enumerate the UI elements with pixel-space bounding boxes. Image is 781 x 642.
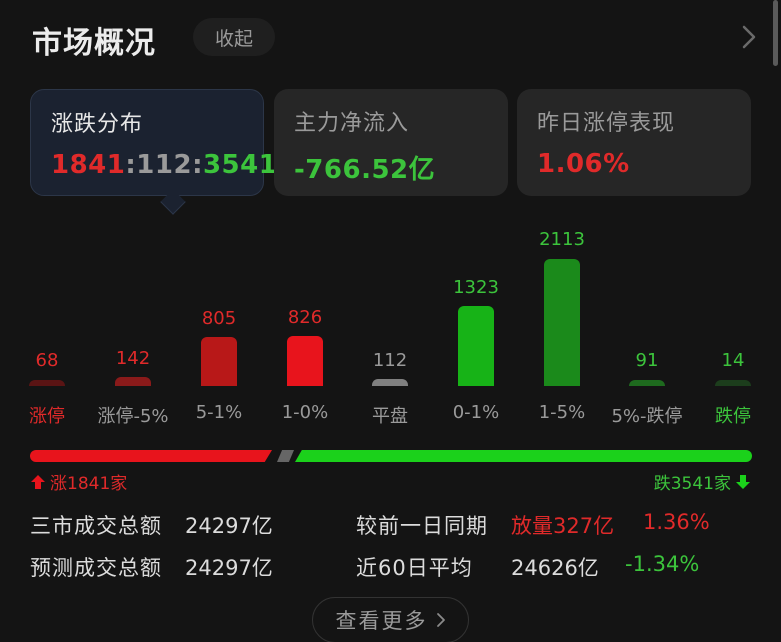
bar-label: 5-1%: [195, 402, 243, 423]
tab-main-net-inflow[interactable]: 主力净流入 -766.52亿: [274, 89, 508, 196]
tab-yesterday-limit-up[interactable]: 昨日涨停表现 1.06%: [517, 89, 751, 196]
vs-previous-day-label: 较前一日同期: [356, 514, 488, 538]
bar-label: 5%-跌停: [611, 406, 683, 427]
volume-increase-pct: 1.36%: [643, 510, 710, 534]
tab-label: 昨日涨停表现: [537, 111, 676, 136]
chevron-right-icon[interactable]: [737, 22, 761, 52]
limit-up-performance-value: 1.06%: [537, 149, 630, 179]
bar-label: 1-5%: [538, 402, 586, 423]
separator: :: [125, 150, 137, 180]
fall-summary: 跌3541家: [654, 469, 751, 494]
bar-value: 2113: [539, 229, 585, 250]
rise-fall-ratio-bar: [30, 450, 752, 462]
bar-label: 跌停: [715, 406, 751, 427]
flat-count: 112: [136, 150, 193, 180]
tab-label: 涨跌分布: [51, 112, 144, 137]
view-more-button[interactable]: 查看更多: [312, 597, 469, 642]
bar-label: 涨停-5%: [97, 406, 169, 427]
page-title: 市场概况: [32, 26, 156, 61]
forecast-turnover-label: 预测成交总额: [30, 556, 162, 580]
stat-row-turnover: 三市成交总额 24297亿 较前一日同期 放量327亿 1.36%: [30, 510, 752, 540]
net-inflow-value: -766.52亿: [294, 155, 436, 185]
tab-bar: 涨跌分布 1841:112:3541 主力净流入 -766.52亿 昨日涨停表现…: [30, 89, 752, 215]
rise-segment: [30, 450, 272, 462]
bar: [29, 380, 65, 386]
distribution-chart: 68 涨停 142 涨停-5% 805 5-1% 826 1-0% 112 平盘…: [0, 220, 781, 435]
tab-rise-fall-distribution[interactable]: 涨跌分布 1841:112:3541: [30, 89, 277, 196]
total-turnover-value: 24297亿: [185, 514, 273, 538]
bar-label: 0-1%: [452, 402, 500, 423]
rise-count: 1841: [51, 150, 126, 180]
total-turnover-label: 三市成交总额: [30, 514, 162, 538]
view-more-label: 查看更多: [335, 609, 428, 633]
bar: [715, 380, 751, 386]
bar-value: 91: [635, 350, 659, 371]
bar: [287, 336, 323, 386]
rise-flat-fall-ratio: 1841:112:3541: [51, 150, 277, 180]
bar: [544, 259, 580, 386]
scrollbar[interactable]: [773, 0, 778, 66]
rise-summary-label: 涨1841家: [50, 474, 128, 494]
bar-value: 68: [35, 350, 59, 371]
sixty-day-avg-label: 近60日平均: [356, 556, 473, 580]
bar: [115, 377, 151, 386]
chevron-right-icon: [436, 613, 445, 627]
bar-value: 1323: [453, 277, 499, 298]
bar-value: 826: [287, 307, 323, 328]
sixty-day-avg-pct: -1.34%: [625, 552, 700, 576]
fall-summary-label: 跌3541家: [653, 474, 731, 494]
tab-label: 主力净流入: [294, 111, 410, 136]
stat-row-forecast: 预测成交总额 24297亿 近60日平均 24626亿 -1.34%: [30, 552, 752, 582]
bar: [629, 380, 665, 386]
bar-value: 805: [201, 308, 237, 329]
bar-value: 14: [721, 350, 745, 371]
flat-segment: [277, 450, 294, 462]
fall-segment: [295, 450, 752, 462]
bar-value: 142: [115, 348, 151, 369]
arrow-up-icon: [31, 474, 45, 489]
arrow-down-icon: [736, 474, 750, 489]
header: 市场概况 收起: [0, 0, 781, 80]
sixty-day-avg-value: 24626亿: [511, 556, 599, 580]
bar-label: 1-0%: [281, 402, 329, 423]
volume-increase-value: 放量327亿: [511, 514, 615, 538]
bar-label: 平盘: [372, 406, 408, 427]
bar: [372, 379, 408, 386]
bar-label: 涨停: [29, 406, 65, 427]
rise-summary: 涨1841家: [30, 469, 127, 494]
bar: [458, 306, 494, 386]
forecast-turnover-value: 24297亿: [185, 556, 273, 580]
collapse-button[interactable]: 收起: [193, 18, 275, 56]
fall-count: 3541: [202, 150, 278, 180]
bar: [201, 337, 237, 386]
bar-value: 112: [372, 350, 408, 371]
separator: :: [192, 150, 203, 180]
